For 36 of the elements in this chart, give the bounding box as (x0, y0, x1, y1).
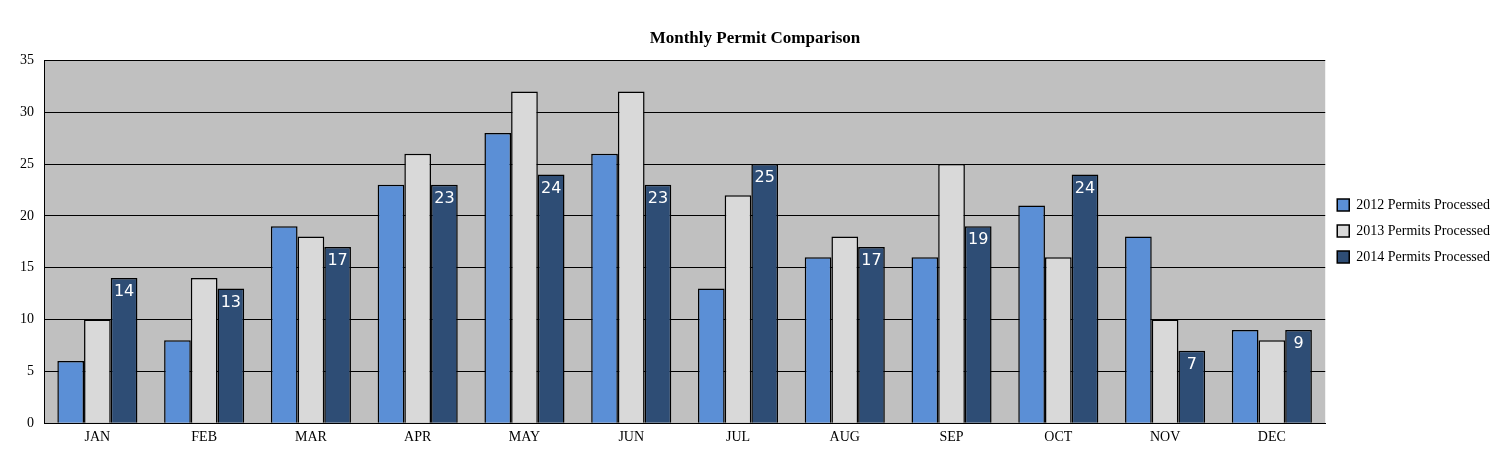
x-tick-label: JUN (618, 429, 645, 445)
data-label: 24 (1074, 177, 1096, 197)
data-label: 23 (647, 187, 669, 207)
data-label: 14 (113, 281, 135, 301)
x-tick-label: OCT (1044, 429, 1073, 445)
y-tick-label: 15 (20, 259, 34, 275)
legend-label: 2014 Permits Processed (1356, 248, 1490, 264)
x-tick-label: MAR (294, 429, 328, 445)
x-tick-label: DEC (1257, 429, 1286, 445)
x-tick-label: MAY (508, 429, 541, 445)
y-tick-label: 10 (20, 311, 34, 327)
data-label: 7 (1186, 353, 1197, 373)
data-label: 9 (1293, 333, 1304, 353)
y-tick-label: 0 (27, 414, 34, 430)
data-label: 25 (754, 167, 775, 187)
legend-label: 2012 Permits Processed (1356, 196, 1490, 212)
x-tick-label: JAN (84, 429, 111, 445)
data-label: 24 (540, 177, 562, 197)
y-tick-label: 35 (20, 52, 34, 68)
y-tick-label: 20 (20, 207, 34, 223)
y-tick-label: 5 (27, 363, 34, 379)
y-tick-label: 25 (20, 155, 34, 171)
x-tick-label: SEP (939, 429, 964, 445)
data-label: 23 (434, 187, 455, 207)
data-label: 17 (861, 250, 882, 270)
x-tick-label: NOV (1149, 429, 1181, 445)
x-tick-label: FEB (191, 429, 217, 445)
legend-label: 2013 Permits Processed (1356, 222, 1490, 238)
x-tick-label: APR (404, 429, 432, 445)
x-tick-label: JUL (725, 429, 751, 445)
chart-title: Monthly Permit Comparison (649, 27, 861, 47)
x-tick-label: AUG (829, 429, 860, 445)
data-label: 13 (220, 291, 242, 311)
y-tick-label: 30 (20, 103, 34, 119)
data-label: 17 (327, 250, 348, 270)
data-label: 19 (968, 229, 989, 249)
